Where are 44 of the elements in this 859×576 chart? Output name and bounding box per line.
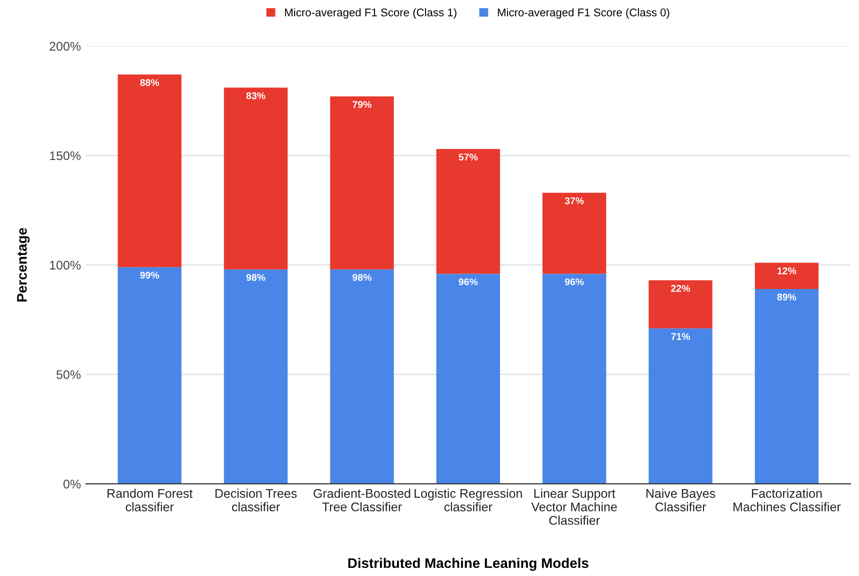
data-label: 88% [140,79,160,86]
data-label: 22% [671,284,690,292]
y-tick-label: 50% [56,370,81,380]
x-tick-label: Gradient-Boosted Tree Classifier [314,488,410,512]
x-tick-label: Logistic Regression classifier [414,488,522,512]
data-label: 99% [140,272,160,279]
bar [542,192,606,274]
y-tick-label: 200% [50,42,81,51]
bar [436,148,500,274]
x-tick-label: Naive Bayes Classifier [646,488,716,512]
data-label: 71% [671,333,690,340]
data-label: 89% [777,294,796,301]
bar [224,88,288,270]
bar [542,274,606,484]
legend-label: Micro-averaged F1 Score (Class 0) [498,8,670,19]
bar [436,274,500,484]
x-tick-label: Decision Trees classifier [215,488,297,512]
data-label: 37% [564,197,584,204]
x-axis-title: Distributed Machine Leaning Models [348,558,588,571]
data-label: 96% [458,278,478,286]
legend-label: Micro-averaged F1 Score (Class 1) [285,8,456,19]
x-tick-label: Linear Support Vector Machine Classifier [531,488,617,525]
data-label: 57% [458,154,478,160]
data-label: 83% [246,92,266,100]
bar [330,96,394,270]
bar [754,289,819,484]
data-label: 79% [352,101,372,108]
bar [330,269,394,484]
bar [648,280,712,328]
bar [754,262,819,290]
y-tick-label: 100% [50,260,81,270]
x-tick-label: Random Forest classifier [108,488,193,512]
x-tick-label: Factorization Machines Classifier [734,488,841,512]
data-label: 98% [246,274,266,281]
bar [224,269,288,484]
data-label: 12% [778,267,796,274]
bar [118,74,182,268]
y-tick-label: 150% [50,151,81,160]
y-tick-label: 0% [63,480,81,488]
bar [118,267,182,484]
bar [648,328,712,484]
data-label: 96% [564,278,584,286]
y-axis-title: Percentage [17,228,30,302]
data-label: 98% [352,274,372,281]
